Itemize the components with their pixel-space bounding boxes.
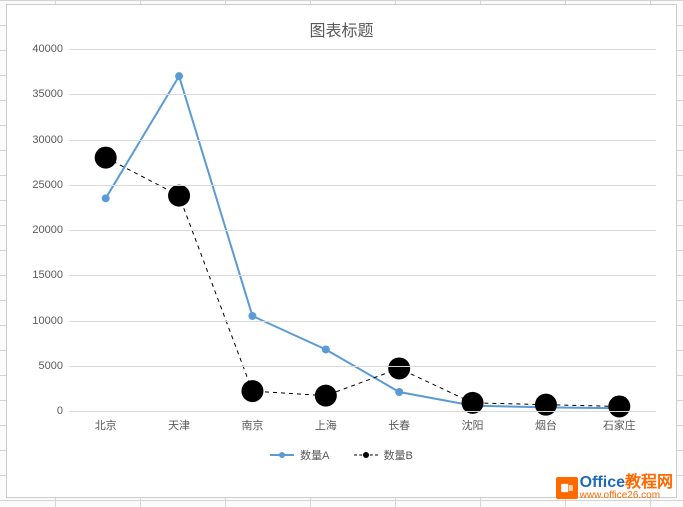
watermark-suffix: 教程网 xyxy=(625,474,673,491)
y-axis-label: 5000 xyxy=(19,360,63,372)
grid-line xyxy=(69,411,656,412)
grid-line xyxy=(69,94,656,95)
series-b-marker xyxy=(315,385,337,407)
grid-line xyxy=(69,366,656,367)
grid-line xyxy=(69,140,656,141)
legend: 数量A 数量B xyxy=(7,441,676,473)
legend-item-b[interactable]: 数量B xyxy=(354,447,413,463)
x-axis-label: 长春 xyxy=(388,417,410,433)
series-b-marker xyxy=(241,380,263,402)
legend-swatch-a-icon xyxy=(270,450,294,460)
chart-title[interactable]: 图表标题 xyxy=(7,5,676,49)
x-axis-label: 天津 xyxy=(168,417,190,433)
x-axis-label: 上海 xyxy=(315,417,337,433)
y-axis-label: 15000 xyxy=(19,269,63,281)
x-axis-label: 烟台 xyxy=(535,417,557,433)
y-axis-label: 10000 xyxy=(19,315,63,327)
y-axis-label: 25000 xyxy=(19,179,63,191)
series-b-marker xyxy=(388,357,410,379)
y-axis-label: 35000 xyxy=(19,88,63,100)
series-b-marker xyxy=(535,394,557,416)
series-a-marker xyxy=(322,345,330,353)
series-b-marker xyxy=(95,147,117,169)
watermark-prefix: Office xyxy=(580,474,625,491)
legend-label-a: 数量A xyxy=(300,447,329,463)
watermark-badge-icon xyxy=(556,477,578,499)
chart-container[interactable]: 图表标题 0 5000 10000 15000 20000 25000 30000 35000… xyxy=(6,4,677,498)
series-a-marker xyxy=(248,312,256,320)
x-axis-label: 南京 xyxy=(241,417,263,433)
series-b-marker xyxy=(168,185,190,207)
y-axis-label: 30000 xyxy=(19,134,63,146)
series-b-marker xyxy=(608,395,630,417)
watermark: Office教程网 www.office26.com xyxy=(556,475,673,501)
y-axis-label: 40000 xyxy=(19,43,63,55)
grid-line xyxy=(69,275,656,276)
x-axis-label: 北京 xyxy=(95,417,117,433)
grid-line xyxy=(69,185,656,186)
watermark-url: www.office26.com xyxy=(580,491,673,501)
legend-swatch-b-icon xyxy=(354,450,378,460)
grid-line xyxy=(69,230,656,231)
x-axis-label: 沈阳 xyxy=(462,417,484,433)
y-axis-label: 20000 xyxy=(19,224,63,236)
series-a-marker xyxy=(102,194,110,202)
series-a-marker xyxy=(395,388,403,396)
grid-line xyxy=(69,321,656,322)
series-a-line xyxy=(106,76,620,408)
legend-item-a[interactable]: 数量A xyxy=(270,447,329,463)
legend-label-b: 数量B xyxy=(384,447,413,463)
series-a-marker xyxy=(175,72,183,80)
x-axis-label: 石家庄 xyxy=(603,417,636,433)
plot-area: 0500010000150002000025000300003500040000… xyxy=(19,49,664,441)
y-axis-label: 0 xyxy=(19,405,63,417)
grid-line xyxy=(69,49,656,50)
